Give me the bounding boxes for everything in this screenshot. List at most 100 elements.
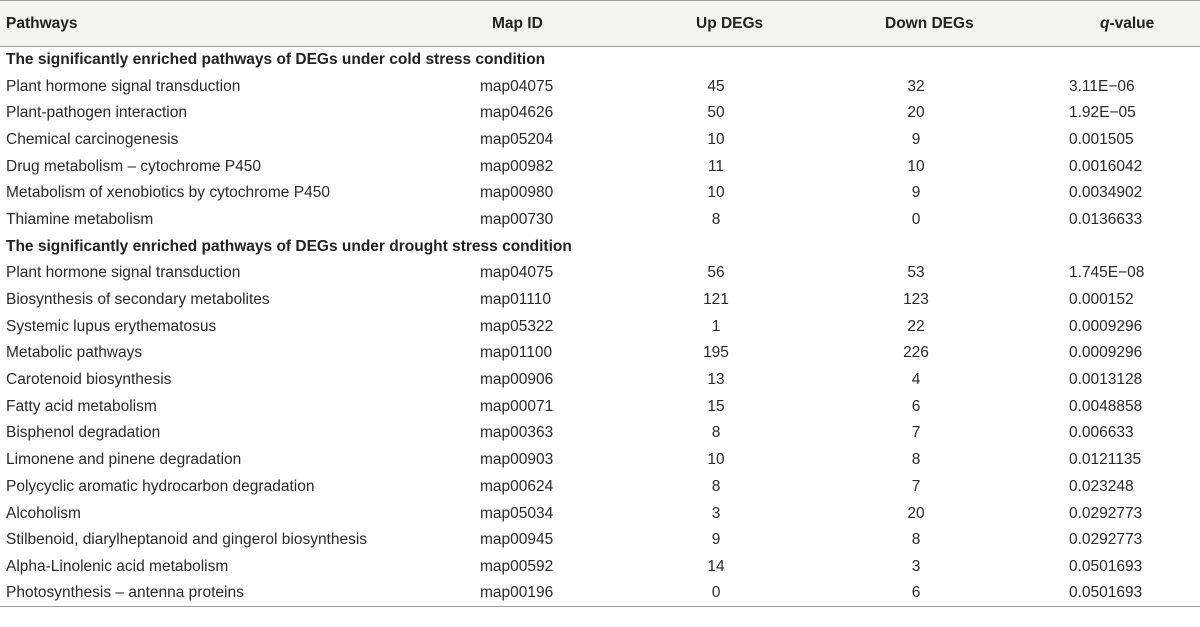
pathway-cell: Bisphenol degradation bbox=[6, 424, 161, 442]
map-id-cell: map00363 bbox=[480, 424, 554, 442]
table-row: Plant hormone signal transduction map0407… bbox=[0, 73, 1200, 100]
down-degs-cell: 226 bbox=[903, 344, 929, 362]
up-degs-cell: 10 bbox=[707, 130, 725, 148]
down-degs-cell: 9 bbox=[911, 130, 921, 148]
map-id-cell: map00071 bbox=[480, 397, 554, 415]
up-degs-cell: 56 bbox=[707, 264, 725, 282]
table-row: Systemic lupus erythematosus map05322 1 22 0… bbox=[0, 313, 1200, 340]
section-title: The significantly enriched pathways of D… bbox=[6, 237, 572, 255]
map-id-cell: map04626 bbox=[480, 104, 554, 122]
section-title: The significantly enriched pathways of D… bbox=[6, 51, 546, 69]
q-value-cell: 0.0501693 bbox=[1069, 557, 1143, 575]
q-value-cell: 0.0034902 bbox=[1069, 184, 1143, 202]
pathway-cell: Chemical carcinogenesis bbox=[6, 130, 179, 148]
down-degs-cell: 9 bbox=[911, 184, 921, 202]
table-header: Pathways Map ID Up DEGs Down DEGs q-valu… bbox=[0, 0, 1200, 47]
map-id-cell: map00592 bbox=[480, 557, 554, 575]
table-row: Polycyclic aromatic hydrocarbon degradat… bbox=[0, 474, 1200, 501]
up-degs-cell: 0 bbox=[630, 580, 830, 608]
table-row: Metabolism of xenobiotics by cytochrome … bbox=[0, 180, 1200, 207]
pathway-enrichment-table: Pathways Map ID Up DEGs Down DEGs q-valu… bbox=[0, 0, 1200, 608]
up-degs-cell: 8 bbox=[711, 424, 721, 442]
table-row: Alpha-Linolenic acid metabolism map00592 1… bbox=[0, 554, 1200, 581]
table-body: The significantly enriched pathways of D… bbox=[0, 47, 1200, 608]
down-degs-cell: 0 bbox=[911, 210, 921, 228]
up-degs-cell: 13 bbox=[707, 371, 725, 389]
table-row: Plant hormone signal transduction map0407… bbox=[0, 260, 1200, 287]
map-id-cell: map05204 bbox=[480, 130, 554, 148]
table-row: Chemical carcinogenesis map05204 10 9 0.0015… bbox=[0, 127, 1200, 154]
table-row: Stilbenoid, diarylheptanoid and gingerol… bbox=[0, 527, 1200, 554]
pathway-cell: Metabolism of xenobiotics by cytochrome … bbox=[6, 184, 330, 202]
q-value-cell: 0.023248 bbox=[1069, 477, 1134, 495]
pathway-cell: Alpha-Linolenic acid metabolism bbox=[6, 557, 229, 575]
down-degs-cell: 20 bbox=[907, 104, 925, 122]
q-value-cell: 0.0048858 bbox=[1069, 397, 1143, 415]
pathway-cell: Photosynthesis – antenna proteins bbox=[0, 580, 470, 608]
down-degs-cell: 3 bbox=[911, 557, 921, 575]
down-degs-cell: 6 bbox=[830, 580, 1040, 608]
table-row: Fatty acid metabolism map00071 15 6 0.004885… bbox=[0, 393, 1200, 420]
q-value-cell: 1.92E−05 bbox=[1069, 104, 1136, 122]
q-value-cell: 0.001505 bbox=[1069, 130, 1134, 148]
table-row: Bisphenol degradation map00363 8 7 0.006633 bbox=[0, 420, 1200, 447]
map-id-cell: map00730 bbox=[480, 210, 554, 228]
header-up-degs: Up DEGs bbox=[630, 0, 830, 47]
up-degs-cell: 9 bbox=[711, 531, 721, 549]
section-row: The significantly enriched pathways of D… bbox=[0, 233, 1200, 260]
down-degs-cell: 4 bbox=[911, 371, 921, 389]
q-value-cell: 0.0016042 bbox=[1069, 157, 1143, 175]
down-degs-cell: 53 bbox=[907, 264, 925, 282]
table-row: Alcoholism map05034 3 20 0.0292773 bbox=[0, 500, 1200, 527]
up-degs-cell: 121 bbox=[703, 291, 729, 309]
map-id-cell: map00196 bbox=[470, 580, 630, 608]
table-row: Drug metabolism – cytochrome P450 map0098… bbox=[0, 153, 1200, 180]
pathway-cell: Thiamine metabolism bbox=[6, 210, 154, 228]
map-id-cell: map00624 bbox=[480, 477, 554, 495]
table-row: Plant-pathogen interaction map04626 50 20 1.… bbox=[0, 100, 1200, 127]
q-value-cell: 0.0292773 bbox=[1069, 531, 1143, 549]
map-id-cell: map05322 bbox=[480, 317, 554, 335]
pathway-cell: Metabolic pathways bbox=[6, 344, 143, 362]
down-degs-cell: 123 bbox=[903, 291, 929, 309]
down-degs-cell: 6 bbox=[911, 397, 921, 415]
header-row: Pathways Map ID Up DEGs Down DEGs q-valu… bbox=[0, 0, 1200, 47]
pathway-cell: Alcoholism bbox=[6, 504, 81, 522]
pathway-cell: Plant hormone signal transduction bbox=[6, 264, 241, 282]
table-row: Biosynthesis of secondary metabolites map… bbox=[0, 287, 1200, 314]
up-degs-cell: 3 bbox=[711, 504, 721, 522]
up-degs-cell: 45 bbox=[707, 77, 725, 95]
header-pathways: Pathways bbox=[0, 0, 470, 47]
header-q-value: q-value bbox=[1040, 0, 1200, 47]
down-degs-cell: 32 bbox=[907, 77, 925, 95]
map-id-cell: map04075 bbox=[480, 77, 554, 95]
pathway-cell: Fatty acid metabolism bbox=[6, 397, 157, 415]
map-id-cell: map04075 bbox=[480, 264, 554, 282]
pathway-cell: Polycyclic aromatic hydrocarbon degradat… bbox=[6, 477, 315, 495]
up-degs-cell: 8 bbox=[711, 477, 721, 495]
header-q-italic: q bbox=[1100, 14, 1110, 32]
q-value-cell: 0.0501693 bbox=[1040, 580, 1200, 608]
map-id-cell: map01110 bbox=[480, 291, 551, 309]
q-value-cell: 0.000152 bbox=[1069, 291, 1134, 309]
map-id-cell: map01100 bbox=[480, 344, 553, 362]
pathway-cell: Stilbenoid, diarylheptanoid and gingerol… bbox=[6, 531, 368, 549]
q-value-cell: 3.11E−06 bbox=[1069, 77, 1135, 95]
down-degs-cell: 7 bbox=[911, 477, 921, 495]
up-degs-cell: 1 bbox=[711, 317, 721, 335]
q-value-cell: 0.006633 bbox=[1069, 424, 1134, 442]
map-id-cell: map00982 bbox=[480, 157, 554, 175]
map-id-cell: map00906 bbox=[480, 371, 554, 389]
section-row: The significantly enriched pathways of D… bbox=[0, 47, 1200, 74]
header-down-degs: Down DEGs bbox=[830, 0, 1040, 47]
down-degs-cell: 22 bbox=[907, 317, 925, 335]
up-degs-cell: 10 bbox=[707, 184, 725, 202]
q-value-cell: 0.0009296 bbox=[1069, 317, 1143, 335]
up-degs-cell: 8 bbox=[711, 210, 721, 228]
down-degs-cell: 8 bbox=[911, 451, 921, 469]
table-row: Thiamine metabolism map00730 8 0 0.0136633 bbox=[0, 207, 1200, 234]
map-id-cell: map00903 bbox=[480, 451, 554, 469]
up-degs-cell: 10 bbox=[707, 451, 725, 469]
q-value-cell: 0.0009296 bbox=[1069, 344, 1143, 362]
